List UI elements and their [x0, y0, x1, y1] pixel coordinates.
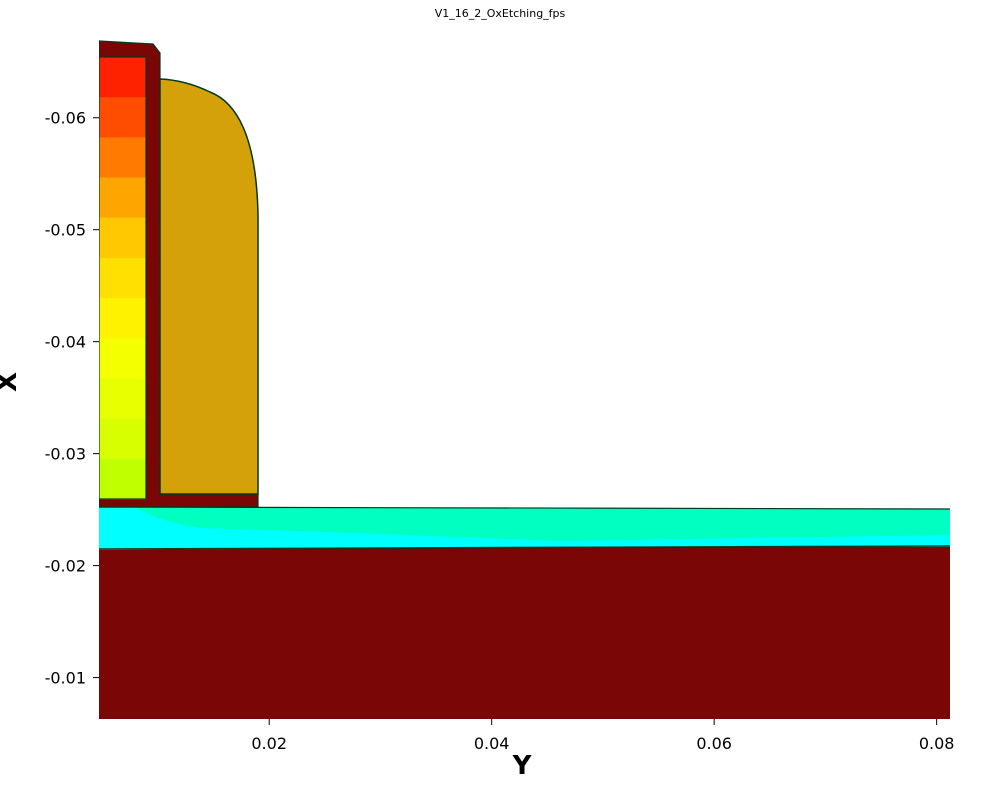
- x-tick-label: 0.08: [919, 734, 955, 753]
- gate-band: [99, 217, 146, 259]
- oxide-interface-line: [99, 545, 950, 550]
- substrate-region: [99, 547, 950, 719]
- gate-band: [99, 257, 146, 299]
- gate-band: [99, 378, 146, 420]
- y-tick-label: -0.06: [45, 109, 86, 128]
- gate-band: [99, 458, 146, 500]
- gate-region: [99, 57, 146, 500]
- y-tick-label: -0.01: [45, 669, 86, 688]
- x-tick-label: 0.06: [696, 734, 732, 753]
- x-tick-label: 0.04: [474, 734, 510, 753]
- gate-band: [99, 298, 146, 339]
- oxide-layer-green: [135, 507, 950, 541]
- y-tick-label: -0.04: [45, 333, 86, 352]
- gate-band: [99, 137, 146, 179]
- x-axis-title: Y: [512, 751, 533, 781]
- x-tick-label: 0.02: [251, 734, 287, 753]
- y-tick-label: -0.03: [45, 445, 86, 464]
- y-tick-label: -0.02: [45, 557, 86, 576]
- gate-band: [99, 338, 146, 380]
- spacer-region: [159, 78, 259, 495]
- gate-band: [99, 418, 146, 460]
- gate-band: [99, 57, 146, 98]
- gate-outline: [99, 56, 147, 500]
- gate-band: [99, 97, 146, 138]
- y-axis-title: X: [0, 372, 23, 392]
- gate-band: [99, 177, 146, 219]
- plot-title: V1_16_2_OxEtching_fps: [434, 7, 566, 20]
- y-tick-label: -0.05: [45, 221, 86, 240]
